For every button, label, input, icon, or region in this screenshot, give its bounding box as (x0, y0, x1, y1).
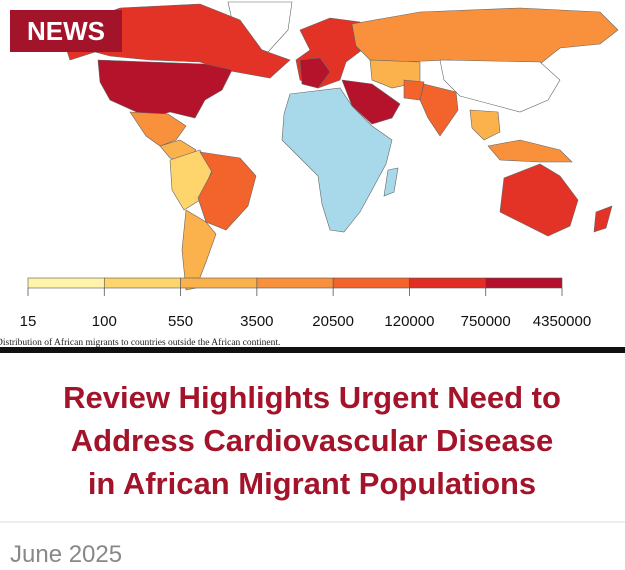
news-badge (10, 10, 122, 52)
date: June 2025 (10, 541, 122, 568)
map-caption: Distribution of African migrants to coun… (0, 337, 280, 348)
legend-swatch (27, 277, 105, 289)
new-zealand (593, 205, 613, 233)
legend-swatch (332, 277, 410, 289)
china (439, 59, 561, 113)
legend-swatch (409, 277, 487, 289)
legend-swatch (180, 277, 258, 289)
western-europe (299, 57, 331, 89)
africa (281, 87, 393, 233)
legend: 15 100 550 3500 20500 120000 750000 4350000 (20, 277, 591, 330)
legend-swatch (256, 277, 334, 289)
russia (351, 7, 619, 67)
legend-swatch (103, 277, 181, 289)
headline-line: in African Migrant Populations (88, 466, 536, 501)
usa (97, 59, 233, 119)
legend-label: 120000 (384, 313, 434, 330)
legend-label: 4350000 (533, 313, 591, 330)
legend-label: 100 (92, 313, 117, 330)
legend-label: 3500 (240, 313, 273, 330)
legend-label: 20500 (312, 313, 354, 330)
headline-line: Review Highlights Urgent Need to (63, 380, 561, 415)
indonesia (487, 139, 573, 163)
legend-label: 15 (20, 313, 37, 330)
legend-swatch (485, 277, 563, 289)
mexico (129, 111, 187, 147)
brazil (197, 151, 257, 231)
divider (0, 347, 625, 353)
india (419, 83, 459, 137)
australia (499, 163, 579, 237)
world-map (59, 1, 619, 291)
news-badge-text: NEWS (27, 16, 105, 46)
legend-label: 750000 (461, 313, 511, 330)
southern-cone (181, 209, 217, 291)
headline-line: Address Cardiovascular Disease (71, 423, 553, 458)
madagascar (383, 167, 399, 197)
southeast-asia (469, 109, 501, 141)
legend-label: 550 (168, 313, 193, 330)
